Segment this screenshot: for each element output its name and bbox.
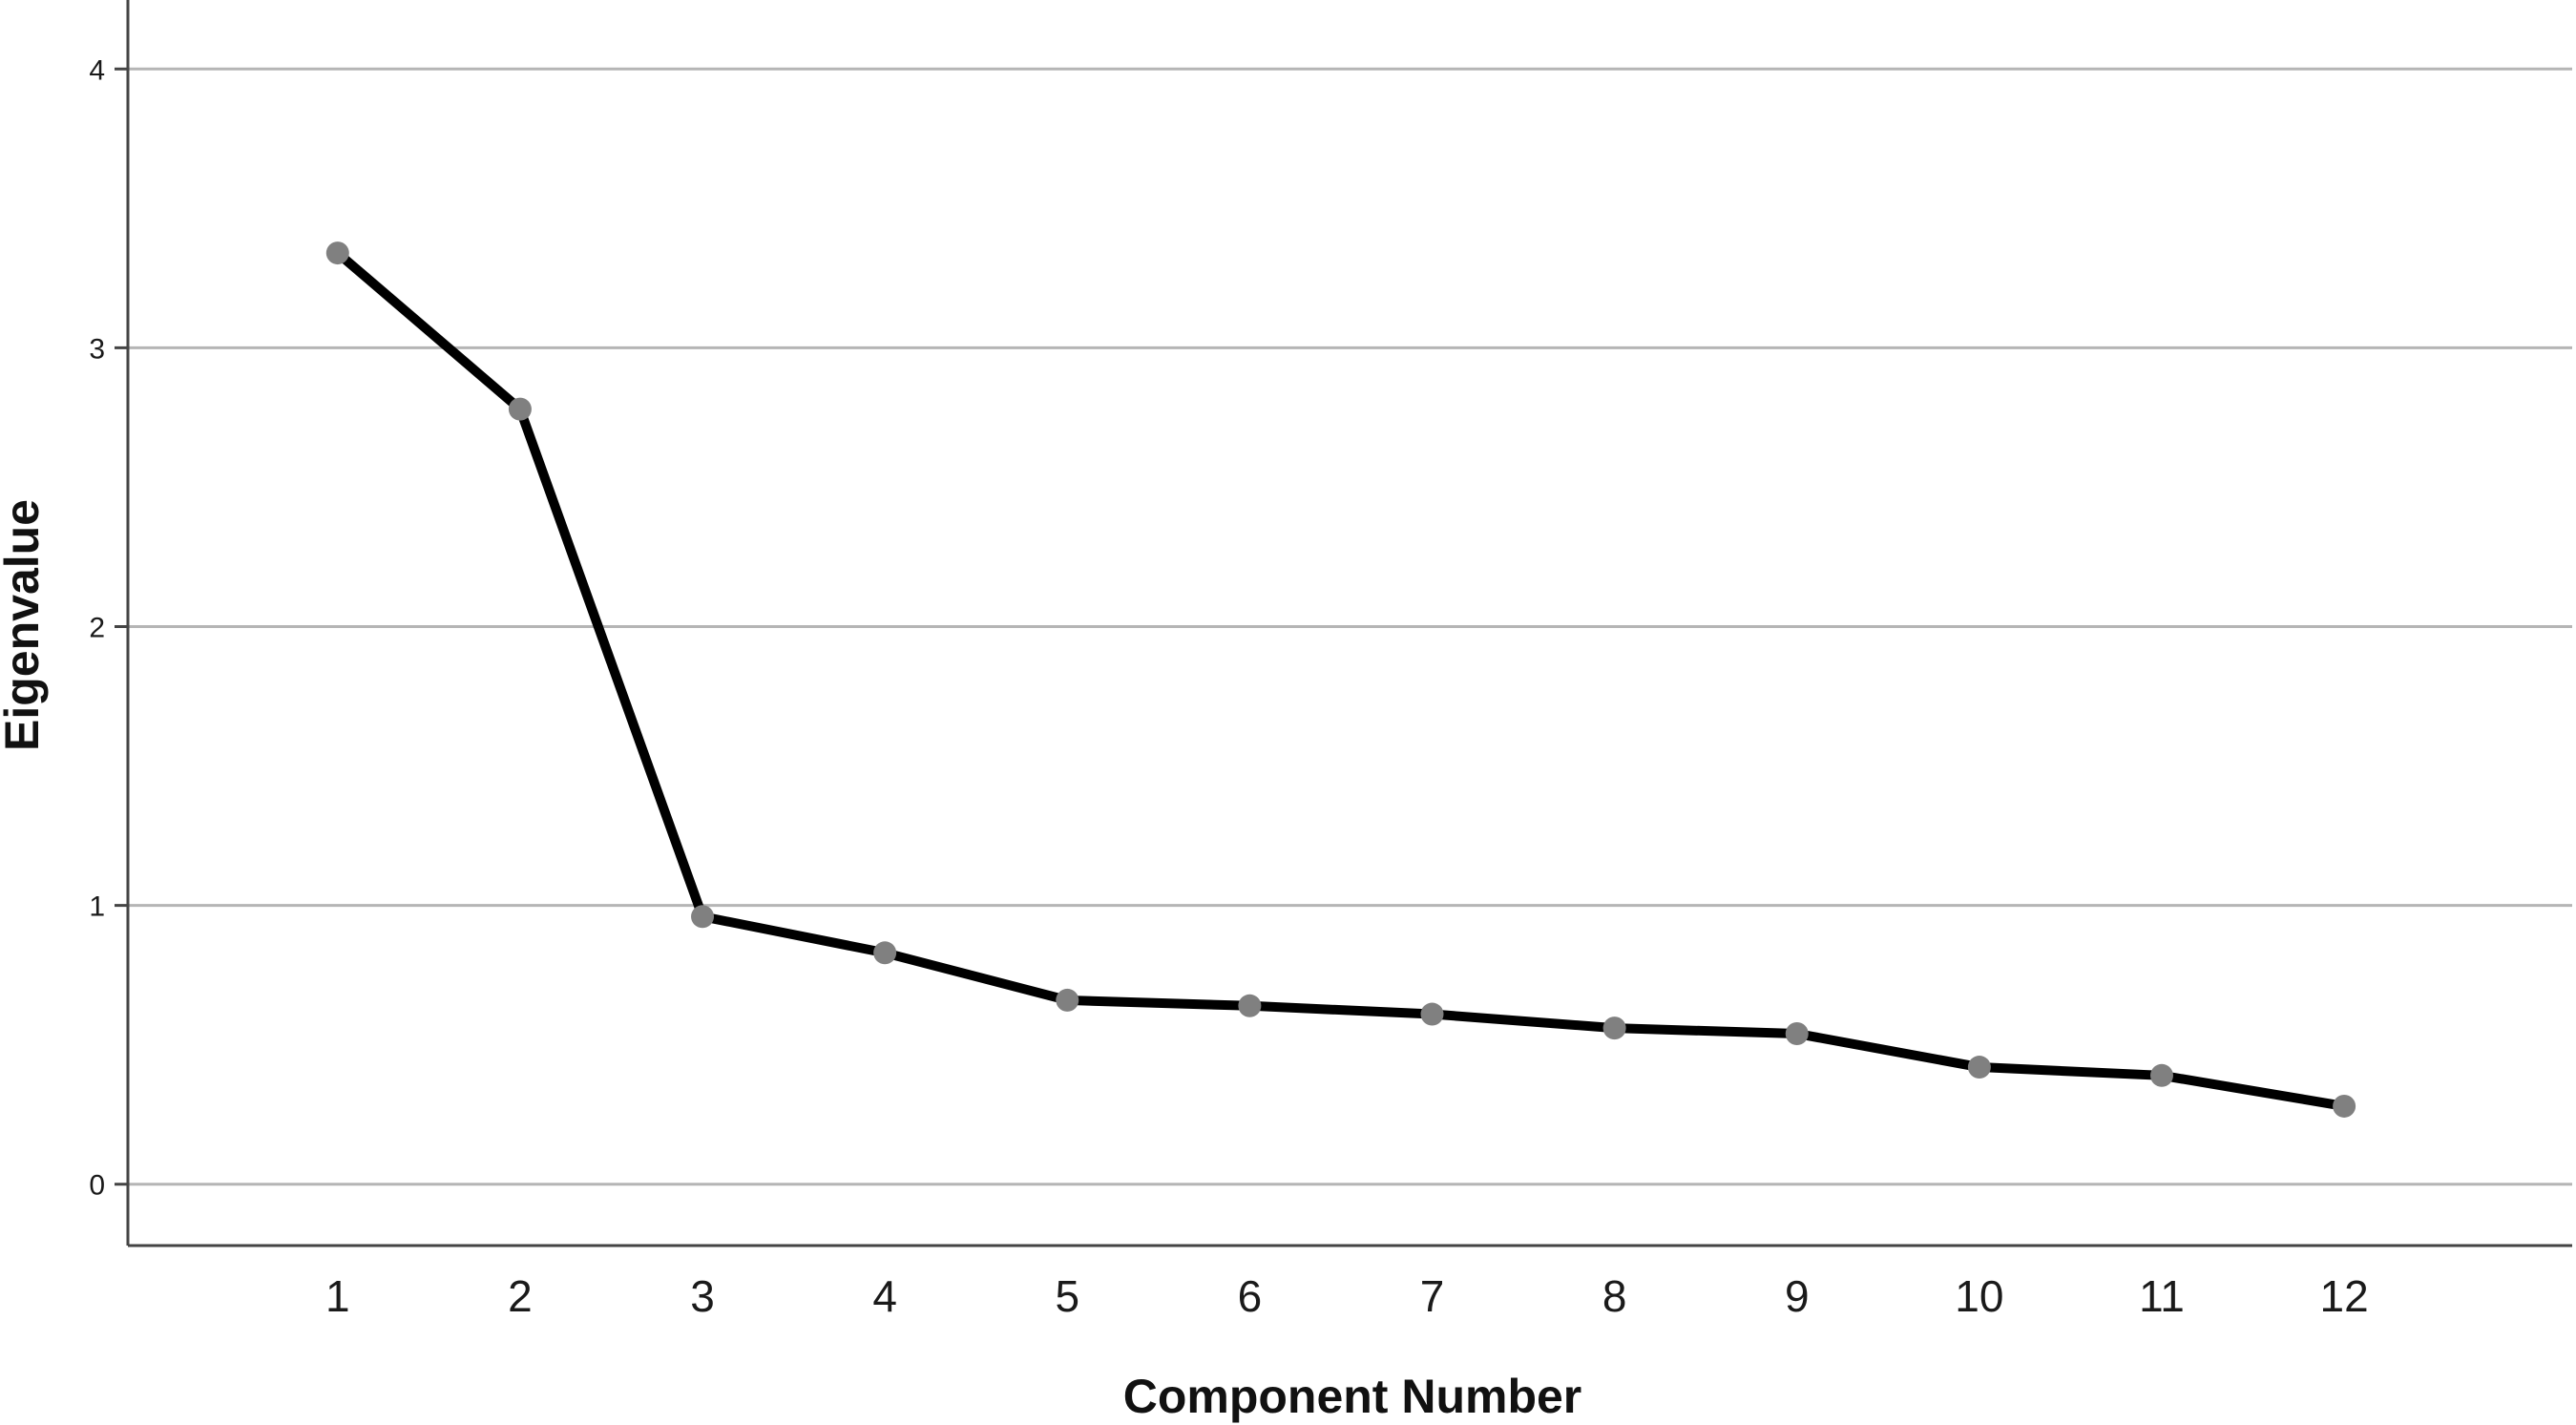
- data-point-11: [2149, 1063, 2173, 1087]
- x-tick-label: 6: [1238, 1271, 1263, 1321]
- x-tick-label: 12: [2320, 1271, 2369, 1321]
- y-tick-label: 0: [89, 1170, 105, 1202]
- x-tick-label: 2: [508, 1271, 533, 1321]
- x-tick-label: 1: [325, 1271, 350, 1321]
- y-tick-label: 1: [89, 891, 105, 923]
- x-tick-label: 8: [1602, 1271, 1627, 1321]
- data-point-12: [2333, 1094, 2356, 1118]
- gridlines: [128, 67, 2572, 1186]
- x-tick-label: 7: [1420, 1271, 1445, 1321]
- series-line: [332, 248, 2350, 1111]
- x-tick-label: 4: [872, 1271, 897, 1321]
- data-point-9: [1785, 1021, 1809, 1045]
- y-axis-title: Eigenvalue: [0, 499, 49, 751]
- x-tick-label: 9: [1785, 1271, 1810, 1321]
- data-point-8: [1602, 1016, 1626, 1040]
- x-tick-label: 10: [1955, 1271, 2003, 1321]
- y-ticks: 0 1 2 3 4: [89, 54, 128, 1202]
- axes: [126, 0, 2572, 1247]
- data-point-7: [1420, 1002, 1444, 1026]
- data-point-5: [1056, 988, 1079, 1012]
- data-point-10: [1967, 1056, 1991, 1079]
- x-tick-label: 5: [1055, 1271, 1079, 1321]
- y-tick-label: 4: [89, 54, 105, 86]
- data-point-6: [1238, 994, 1262, 1017]
- x-tick-label: 3: [690, 1271, 715, 1321]
- x-axis-title: Component Number: [1123, 1370, 1582, 1423]
- series: [325, 241, 2356, 1118]
- data-point-4: [873, 941, 897, 965]
- data-point-2: [508, 397, 532, 421]
- x-tick-label: 11: [2139, 1271, 2185, 1321]
- data-point-1: [325, 241, 349, 265]
- y-tick-label: 2: [89, 613, 105, 644]
- x-ticks: 1 2 3 4 5 6 7 8 9 10 11 12: [325, 1271, 2369, 1321]
- y-tick-label: 3: [89, 333, 105, 365]
- data-point-3: [691, 905, 715, 929]
